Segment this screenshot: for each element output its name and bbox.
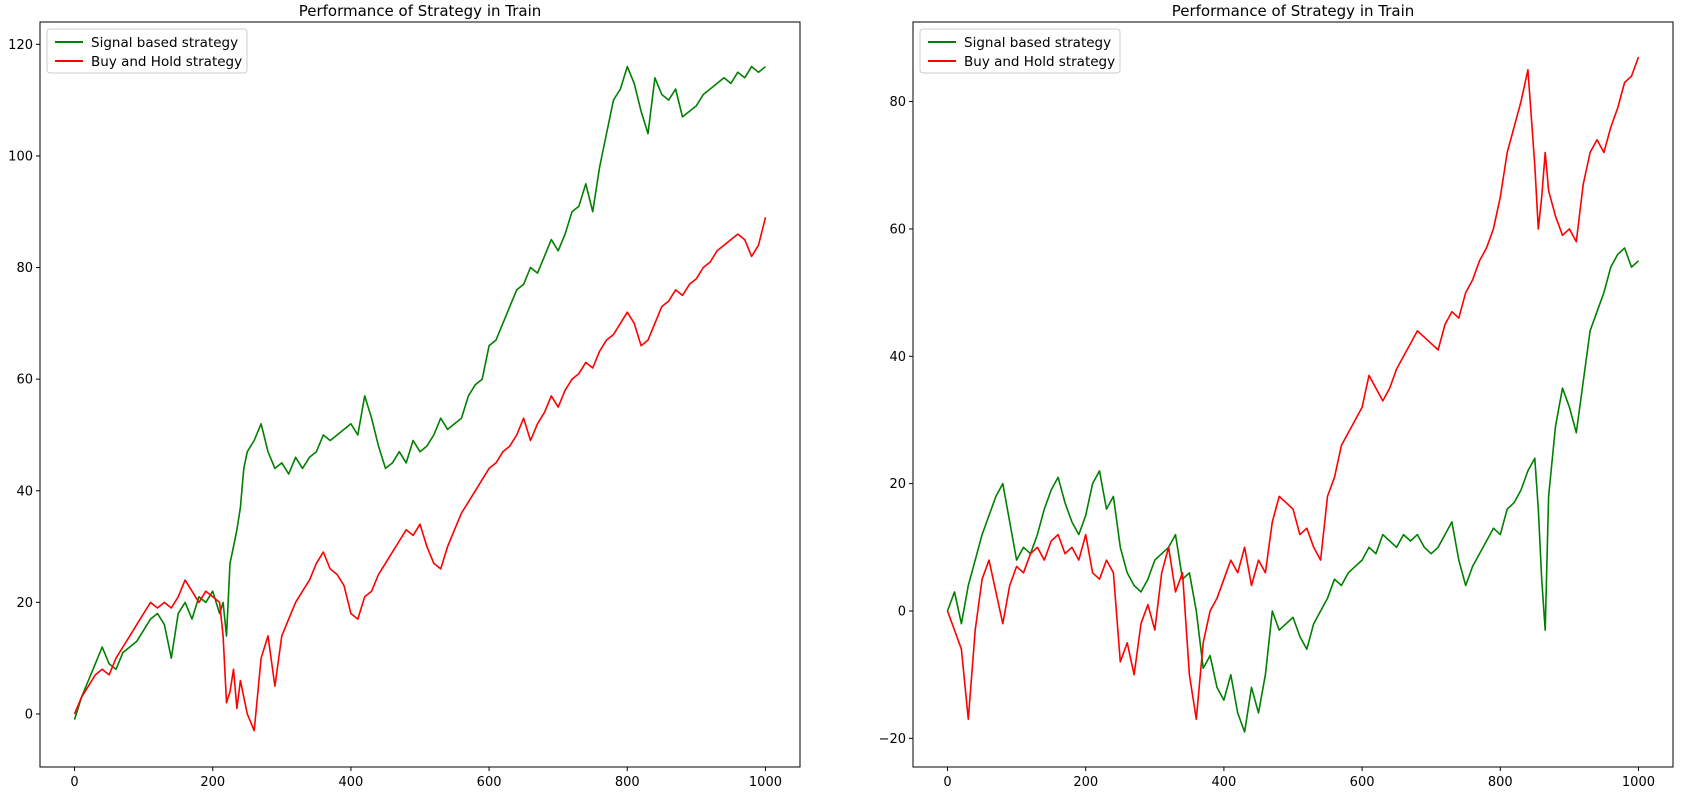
legend-box	[919, 28, 1121, 74]
x-tick-label: 600	[1350, 775, 1375, 790]
chart-title: Performance of Strategy in Train	[1172, 2, 1415, 20]
x-tick-label: 600	[477, 775, 502, 790]
legend: Signal based strategy Buy and Hold strate…	[919, 28, 1121, 74]
y-tick-label: 80	[889, 95, 906, 110]
legend-label: Buy and Hold strategy	[964, 54, 1115, 70]
y-tick-label: 100	[8, 149, 33, 164]
y-tick-label: 20	[16, 596, 33, 611]
x-tick-label: 0	[70, 775, 78, 790]
x-tick-label: 200	[1073, 775, 1098, 790]
legend: Signal based strategy Buy and Hold strate…	[46, 28, 248, 74]
plot-frame	[39, 21, 801, 768]
x-tick-label: 800	[1488, 775, 1513, 790]
y-tick-label: 80	[16, 261, 33, 276]
x-tick-label: 0	[943, 775, 951, 790]
x-tick-label: 1000	[1622, 775, 1655, 790]
legend-label: Buy and Hold strategy	[91, 54, 242, 70]
y-tick-label: 60	[16, 373, 33, 388]
series-line-signal	[73, 65, 766, 720]
y-tick-label: 20	[889, 477, 906, 492]
series-line-signal	[946, 247, 1640, 733]
y-tick-label: 60	[889, 222, 906, 237]
legend-label: Signal based strategy	[91, 35, 238, 51]
legend-box	[46, 28, 248, 74]
y-tick-label: 40	[889, 350, 906, 365]
x-tick-label: 1000	[749, 775, 782, 790]
series-line-buy-hold	[73, 217, 767, 732]
x-tick-label: 200	[200, 775, 225, 790]
y-tick-label: 0	[25, 707, 33, 722]
plot-frame	[912, 21, 1674, 768]
x-tick-label: 400	[1211, 775, 1236, 790]
x-tick-label: 400	[338, 775, 363, 790]
y-tick-label: 120	[8, 38, 33, 53]
x-tick-label: 800	[615, 775, 640, 790]
y-tick-label: 40	[16, 484, 33, 499]
chart-title: Performance of Strategy in Train	[299, 2, 542, 20]
y-tick-label: −20	[879, 732, 906, 747]
legend-label: Signal based strategy	[964, 35, 1111, 51]
series-line-buy-hold	[946, 56, 1640, 720]
y-tick-label: 0	[898, 604, 906, 619]
